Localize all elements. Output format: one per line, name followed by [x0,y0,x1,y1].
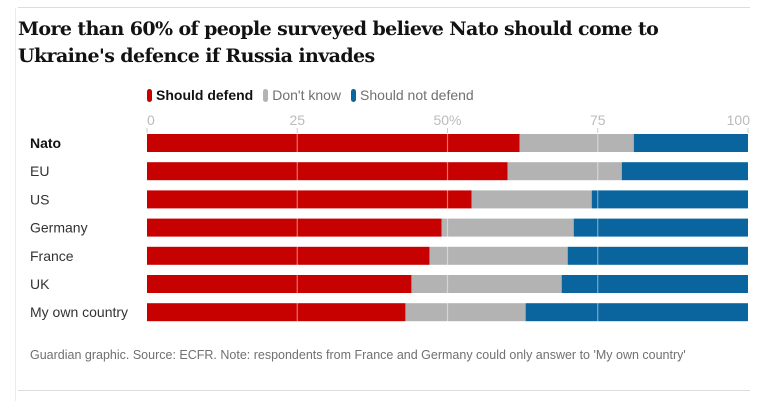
bar-should-defend-uk [147,275,412,293]
top-divider [18,7,750,8]
chart-title: More than 60% of people surveyed believe… [18,18,659,67]
bar-should-defend-my-own-country [147,303,406,322]
bar-don-t-know-eu [507,162,622,181]
category-label: Nato [30,135,61,151]
bar-don-t-know-nato [519,134,634,152]
category-label: US [30,191,49,207]
gridlines-group [296,133,599,322]
category-label: EU [30,163,49,179]
bottom-divider [18,390,750,391]
legend-swatch-should-not-defend [351,88,357,102]
category-label: UK [30,276,50,292]
bars-group [147,134,748,322]
legend-swatch-dont-know [263,88,269,102]
category-label: Germany [30,220,88,236]
bar-should-defend-france [147,246,430,265]
source-note: Guardian graphic. Source: ECFR. Note: re… [30,348,686,362]
category-label: My own country [30,304,128,320]
bar-should-not-defend-uk [561,275,748,293]
bar-should-not-defend-nato [633,134,748,152]
bar-don-t-know-my-own-country [405,303,526,322]
legend-label: Should not defend [360,87,474,103]
category-label: France [30,248,74,264]
bar-don-t-know-us [471,190,592,209]
x-tick-label: 75 [590,112,606,128]
x-axis-ticks: 0 25 50% 75 100 [146,112,751,133]
legend-label: Don't know [272,87,342,103]
bar-should-not-defend-eu [621,162,748,181]
x-tick-label: 50% [433,112,461,128]
bar-should-not-defend-my-own-country [525,303,748,322]
bar-should-defend-eu [147,162,508,181]
bar-should-not-defend-germany [573,218,748,237]
legend-swatch-should-defend [147,88,152,102]
legend-item-should-not-defend: Should not defend [351,87,474,103]
bar-should-defend-nato [147,134,520,152]
x-tick-label: 25 [289,112,305,128]
legend: Should defend Don't know Should not defe… [147,87,474,103]
legend-label: Should defend [156,87,254,103]
bar-should-not-defend-france [567,246,748,265]
x-tick-label: 100 [727,112,751,128]
bar-don-t-know-germany [441,218,574,237]
x-tick-label: 0 [147,112,155,128]
left-border [15,8,16,401]
bar-should-not-defend-us [591,190,748,209]
bar-should-defend-us [147,190,472,209]
legend-item-should-defend: Should defend [147,87,253,103]
bar-don-t-know-uk [411,275,562,293]
category-labels: Nato EU US Germany France UK My own country [30,135,128,320]
legend-item-dont-know: Don't know [263,87,341,103]
bar-should-defend-germany [147,218,442,237]
bar-don-t-know-france [429,246,568,265]
